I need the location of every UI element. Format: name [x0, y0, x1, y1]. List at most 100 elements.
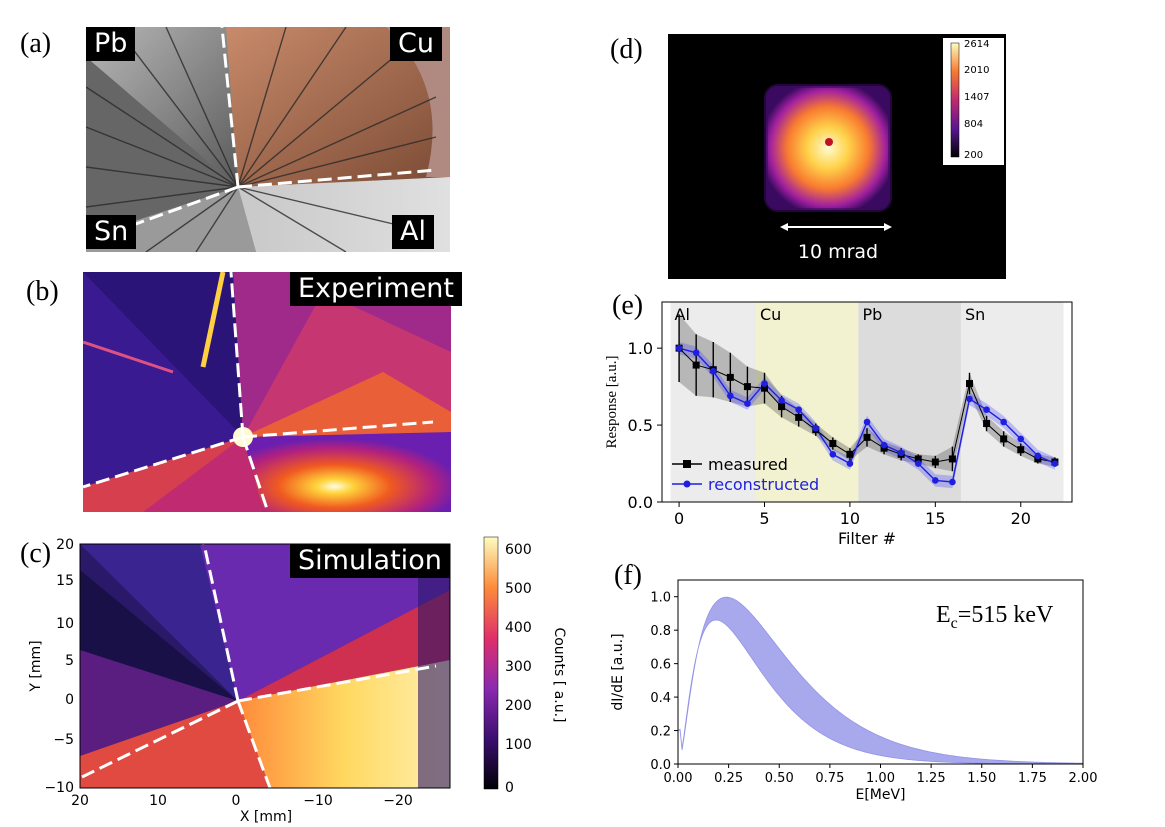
measured-point	[829, 440, 837, 448]
measured-point	[948, 455, 956, 463]
y-tick-label: 0.0	[650, 758, 671, 773]
label-al: Al	[392, 215, 434, 249]
c-xtick: −10	[303, 793, 333, 809]
d-cbar-tick: 1407	[964, 92, 989, 103]
c-cbar-tick: 400	[505, 620, 532, 636]
measured-point	[931, 458, 939, 466]
reconstructed-point	[983, 406, 990, 413]
c-cbar-tick: 500	[505, 581, 532, 597]
label-sn: Sn	[86, 215, 137, 249]
reconstructed-point	[1000, 418, 1007, 426]
measured-point	[983, 420, 991, 428]
reconstructed-point	[1051, 460, 1059, 467]
d-cbar-tick: 804	[964, 119, 983, 130]
reconstructed-point	[897, 449, 905, 457]
c-ytick: 10	[56, 616, 74, 632]
c-xtick: 10	[149, 793, 167, 809]
c-xtick: −20	[383, 793, 413, 809]
reconstructed-point	[966, 395, 973, 403]
measured-point	[692, 361, 700, 369]
region-al	[670, 302, 756, 502]
reconstructed-point	[761, 380, 768, 387]
d-cbar-tick: 2010	[964, 65, 989, 76]
reconstructed-point	[880, 441, 888, 449]
region-cu	[755, 302, 859, 502]
c-ytick: 0	[65, 692, 74, 708]
reconstructed-point	[949, 478, 956, 486]
x-tick-label: 5	[759, 509, 769, 528]
c-xtick: 20	[71, 793, 89, 809]
legend-reconstructed-label: reconstructed	[708, 475, 819, 494]
legend-measured-marker	[683, 460, 691, 468]
x-tick-label: 15	[925, 509, 945, 528]
label-simulation: Simulation	[290, 544, 450, 578]
measured-point	[846, 450, 854, 458]
c-ylabel: Y [mm]	[28, 640, 44, 692]
x-tick-label: 0	[674, 509, 684, 528]
y-tick-label: 0.4	[650, 691, 671, 706]
x-tick-label: 1.25	[917, 771, 946, 786]
c-cbar-tick: 300	[505, 659, 532, 675]
region-label: Sn	[965, 305, 985, 324]
reconstructed-point	[675, 344, 683, 352]
legend-measured-label: measured	[708, 455, 788, 474]
c-ytick: 5	[65, 653, 74, 669]
y-tick-label: 1.0	[650, 591, 671, 606]
x-axis-label: Filter #	[838, 529, 896, 548]
panel-a-photo	[86, 27, 450, 252]
x-tick-label: 1.50	[967, 771, 996, 786]
y-tick-label: 0.8	[650, 624, 671, 639]
y-tick-label: 1.0	[628, 339, 653, 358]
panel-label-a: (a)	[20, 28, 52, 59]
label-cu: Cu	[390, 27, 442, 61]
y-axis-label: Response [a.u.]	[604, 356, 620, 449]
reconstructed-point	[846, 460, 854, 467]
x-tick-label: 0.25	[714, 771, 743, 786]
c-cbar-tick: 0	[505, 780, 514, 796]
measured-point	[1000, 435, 1008, 443]
panel-b-image	[83, 272, 451, 512]
region-sn	[960, 302, 1064, 502]
region-label: Pb	[862, 305, 882, 324]
panel-c-simulation: 20 15 10 5 0 −5 −10 20 10 0 −10 −20 X [m…	[28, 536, 567, 825]
measured-point	[914, 455, 922, 463]
measured-point	[966, 380, 973, 388]
x-tick-label: 0.75	[815, 771, 844, 786]
d-cbar-tick: 2614	[964, 39, 989, 50]
measured-point	[863, 433, 871, 441]
c-ytick: −10	[44, 780, 74, 796]
c-cbar-tick: 600	[505, 542, 532, 558]
annotation-ec: Ec=515 keV	[936, 602, 1054, 632]
panel-label-e: (e)	[612, 290, 644, 321]
measured-point	[1017, 446, 1025, 454]
c-xtick: 0	[232, 793, 241, 809]
reconstructed-point	[709, 367, 717, 375]
x-tick-label: 2.00	[1069, 771, 1098, 786]
x-tick-label: 1.00	[866, 771, 895, 786]
measured-band	[679, 314, 1055, 472]
reconstructed-point	[744, 400, 751, 407]
panel-d-beam-profile: 10 mrad 2614 2010 1407 804 200	[668, 34, 1006, 279]
label-pb: Pb	[86, 27, 136, 61]
region-label: Cu	[760, 305, 781, 324]
c-ytick: −5	[53, 732, 74, 748]
reconstructed-point	[1034, 452, 1042, 460]
c-cbar-tick: 200	[505, 698, 532, 714]
d-cbar-tick: 200	[964, 150, 983, 161]
measured-point	[726, 373, 734, 381]
legend-reconstructed-marker	[683, 480, 691, 488]
y-axis-label: dI/dE [a.u.]	[610, 633, 626, 710]
x-tick-label: 10	[840, 509, 860, 528]
c-xlabel: X [mm]	[240, 809, 292, 825]
reconstructed-point	[692, 349, 700, 357]
c-cbar-tick: 100	[505, 737, 532, 753]
reconstructed-point	[727, 392, 734, 400]
measured-point	[743, 383, 751, 391]
plot-frame	[661, 301, 1073, 503]
x-tick-label: 0.00	[664, 771, 693, 786]
c-ytick: 20	[56, 537, 74, 553]
c-cbar-label: Counts [ a.u.]	[551, 627, 567, 722]
label-experiment: Experiment	[290, 272, 463, 306]
y-tick-label: 0.5	[628, 416, 653, 435]
x-axis-label: E[MeV]	[855, 787, 905, 803]
